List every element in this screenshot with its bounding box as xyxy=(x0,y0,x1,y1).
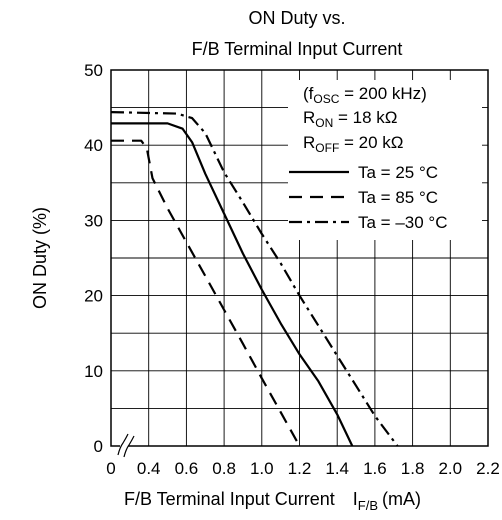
series-line-dashdot xyxy=(110,111,399,447)
legend-label: Ta = –30 °C xyxy=(358,213,448,232)
plot-frame xyxy=(110,69,489,447)
series-line-solid xyxy=(111,122,354,447)
y-tick-label: 50 xyxy=(84,61,103,80)
legend-box-background xyxy=(288,80,482,240)
x-tick-label: 1.4 xyxy=(325,459,349,478)
chart-title-line1: ON Duty vs. xyxy=(248,8,345,28)
x-tick-label: 0.8 xyxy=(212,459,236,478)
axis-break-icon xyxy=(117,433,135,458)
y-tick-label: 0 xyxy=(94,437,103,456)
condition-ron: RON = 18 kΩ xyxy=(303,108,398,130)
y-tick-label: 20 xyxy=(84,287,103,306)
y-tick-label: 40 xyxy=(84,136,103,155)
y-tick-label: 30 xyxy=(84,211,103,230)
x-axis-label-main: F/B Terminal Input Current xyxy=(124,489,335,509)
x-tick-label: 2.0 xyxy=(438,459,462,478)
legend-label: Ta = 25 °C xyxy=(358,163,438,182)
x-axis-label: F/B Terminal Input Current IF/B (mA) xyxy=(124,489,421,513)
x-tick-labels: 0 0.4 0.6 0.8 1.0 1.2 1.4 1.6 1.8 2.0 2.2 xyxy=(106,459,500,478)
y-tick-label: 10 xyxy=(84,362,103,381)
x-tick-label: 1.2 xyxy=(288,459,312,478)
x-axis-unit: (mA) xyxy=(382,489,421,509)
y-axis-label: ON Duty (%) xyxy=(30,207,50,309)
x-tick-label-zero: 0 xyxy=(106,459,115,478)
chart-title-line2: F/B Terminal Input Current xyxy=(192,39,403,59)
legend-label: Ta = 85 °C xyxy=(358,188,438,207)
x-tick-label: 1.8 xyxy=(401,459,425,478)
condition-roff: ROFF = 20 kΩ xyxy=(303,133,404,155)
x-tick-label: 1.0 xyxy=(250,459,274,478)
x-axis-symbol-subscript: F/B xyxy=(358,498,378,513)
x-tick-label: 0.6 xyxy=(175,459,199,478)
x-axis-symbol: I xyxy=(353,489,358,509)
series-line-dashed xyxy=(111,139,301,447)
x-tick-label: 0.4 xyxy=(137,459,161,478)
y-tick-labels: 0 10 20 30 40 50 xyxy=(84,61,103,456)
x-tick-label: 1.6 xyxy=(363,459,387,478)
legend: Ta = 25 °C Ta = 85 °C Ta = –30 °C xyxy=(289,163,448,232)
series-layer xyxy=(110,111,399,447)
x-tick-label: 2.2 xyxy=(476,459,500,478)
condition-fosc: (fOSC = 200 kHz) xyxy=(303,84,427,106)
